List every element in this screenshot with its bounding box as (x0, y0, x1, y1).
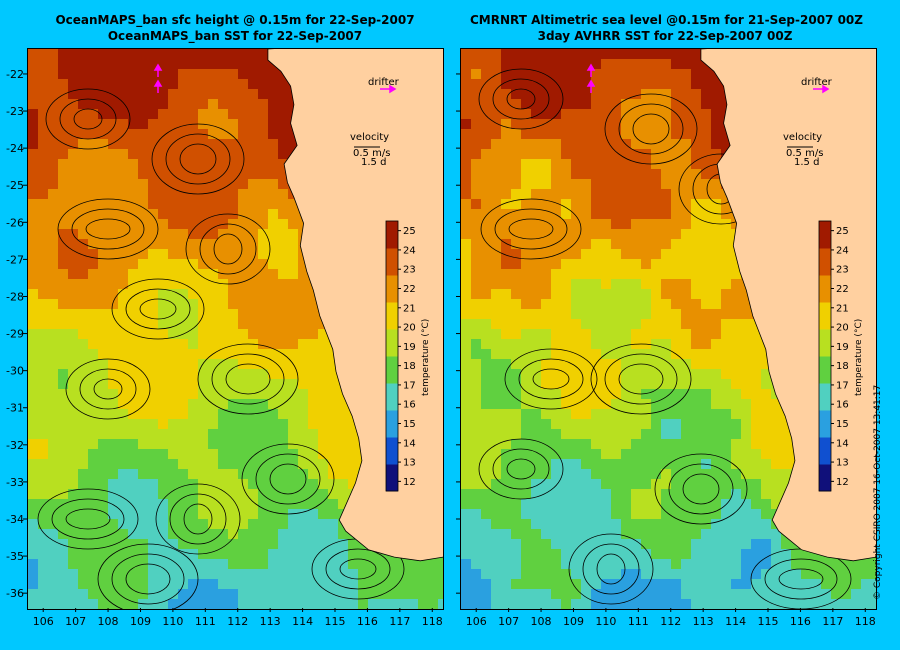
lon-tick-label: 109 (130, 615, 151, 628)
lat-tick-label: -35 (6, 550, 24, 563)
lon-tick-label: 108 (531, 615, 552, 628)
right-title-line2: 3day AVHRR SST for 22-Sep-2007 00Z (537, 29, 793, 43)
drifter-vectors (153, 63, 397, 94)
lat-tick-label: -28 (6, 290, 24, 303)
colorbar-tick-label: 20 (403, 323, 416, 334)
colorbar-tick-label: 19 (836, 342, 849, 353)
lon-tick-label: 107 (498, 615, 519, 628)
colorbar-tick-label: 14 (403, 438, 416, 449)
colorbar: 12 13 14 15 16 17 18 19 20 21 22 23 24 25 temperature … (818, 220, 864, 492)
colorbar-tick-label: 15 (403, 419, 416, 430)
colorbar-tick-label: 24 (836, 245, 849, 256)
colorbar-tick-label: 13 (836, 458, 849, 469)
lat-tick-label: -34 (6, 513, 24, 526)
left-panel-title: OceanMAPS_ban sfc height @ 0.15m for 22-… (40, 12, 430, 44)
lat-tick-label: -24 (6, 142, 24, 155)
colorbar-tick-label: 19 (403, 342, 416, 353)
lat-tick-label: -22 (6, 68, 24, 81)
velocity-label: velocity (783, 132, 822, 143)
lon-tick-label: 106 (466, 615, 487, 628)
velocity-time-label: 1.5 d (794, 157, 819, 168)
colorbar-tick-label: 18 (836, 361, 849, 372)
lon-tick-label: 112 (227, 615, 248, 628)
sea-level-contours (37, 88, 405, 609)
land-mass (700, 49, 876, 562)
lon-tick-label: 110 (162, 615, 183, 628)
colorbar-tick-label: 23 (836, 265, 849, 276)
left-title-line1: OceanMAPS_ban sfc height @ 0.15m for 22-… (55, 13, 415, 27)
lat-tick-label: -26 (6, 216, 24, 229)
lon-tick-label: 111 (195, 615, 216, 628)
colorbar-tick-label: 20 (836, 323, 849, 334)
lon-tick-label: 113 (693, 615, 714, 628)
colorbar-tick-label: 21 (836, 303, 849, 314)
lon-tick-label: 106 (33, 615, 54, 628)
right-title-line1: CMRNRT Altimetric sea level @0.15m for 2… (470, 13, 863, 27)
left-title-line2: OceanMAPS_ban SST for 22-Sep-2007 (107, 29, 363, 43)
right-panel-title: CMRNRT Altimetric sea level @0.15m for 2… (470, 12, 863, 44)
velocity-scale-label: 0.5 m/s (786, 148, 823, 159)
colorbar-tick-label: 17 (836, 380, 849, 391)
land-mass (267, 49, 443, 562)
colorbar-tick-label: 25 (836, 226, 849, 237)
velocity-time-label: 1.5 d (361, 157, 386, 168)
lon-tick-label: 116 (357, 615, 378, 628)
lat-tick-label: -29 (6, 328, 24, 341)
lon-tick-label: 117 (822, 615, 843, 628)
colorbar-tick-label: 16 (403, 400, 416, 411)
colorbar-tick-label: 18 (403, 361, 416, 372)
lon-tick-label: 110 (595, 615, 616, 628)
lat-tick-label: -33 (6, 476, 24, 489)
lon-tick-label: 118 (422, 615, 443, 628)
colorbar: 12 13 14 15 16 17 18 19 20 21 22 23 24 25 temperature … (385, 220, 431, 492)
colorbar-tick-label: 12 (836, 477, 849, 488)
lat-tick-label: -32 (6, 439, 24, 452)
copyright-text: © Copyright CSIRO 2007 16-Oct-2007 13:41… (873, 384, 883, 600)
colorbar-tick-label: 12 (403, 477, 416, 488)
colorbar-tick-label: 13 (403, 458, 416, 469)
lon-tick-label: 115 (325, 615, 346, 628)
lon-tick-label: 117 (389, 615, 410, 628)
colorbar-tick-label: 24 (403, 245, 416, 256)
colorbar-tick-label: 22 (403, 284, 416, 295)
lat-tick-label: -23 (6, 105, 24, 118)
drifter-label: drifter (368, 77, 400, 88)
lon-tick-label: 114 (725, 615, 746, 628)
velocity-scale-label: 0.5 m/s (353, 148, 390, 159)
drifter-label: drifter (801, 77, 833, 88)
left-map-panel: drifter velocity 0.5 m/s 1.5 d 12 13 14 15 16 17 1… (27, 48, 444, 610)
lon-tick-label: 112 (660, 615, 681, 628)
colorbar-tick-label: 23 (403, 265, 416, 276)
lon-tick-label: 111 (628, 615, 649, 628)
lat-tick-label: -25 (6, 179, 24, 192)
lat-tick-label: -31 (6, 402, 24, 415)
drifter-vectors (586, 63, 830, 94)
colorbar-tick-label: 21 (403, 303, 416, 314)
colorbar-tick-label: 15 (836, 419, 849, 430)
lon-tick-label: 107 (65, 615, 86, 628)
velocity-label: velocity (350, 132, 389, 143)
lat-tick-label: -36 (6, 587, 24, 600)
lon-tick-label: 109 (563, 615, 584, 628)
lon-tick-label: 116 (790, 615, 811, 628)
colorbar-tick-label: 22 (836, 284, 849, 295)
lon-tick-label: 114 (292, 615, 313, 628)
colorbar-tick-label: 14 (836, 438, 849, 449)
lat-tick-label: -30 (6, 365, 24, 378)
colorbar-title: temperature (°C) (421, 319, 431, 396)
lon-tick-label: 108 (98, 615, 119, 628)
lon-tick-label: 115 (758, 615, 779, 628)
right-map-panel: drifter velocity 0.5 m/s 1.5 d 12 13 14 15 16 17 1… (460, 48, 877, 610)
colorbar-tick-label: 25 (403, 226, 416, 237)
lon-tick-label: 113 (260, 615, 281, 628)
colorbar-tick-label: 16 (836, 400, 849, 411)
colorbar-tick-label: 17 (403, 380, 416, 391)
colorbar-title: temperature (°C) (854, 319, 864, 396)
lat-tick-label: -27 (6, 253, 24, 266)
lon-tick-label: 118 (855, 615, 876, 628)
